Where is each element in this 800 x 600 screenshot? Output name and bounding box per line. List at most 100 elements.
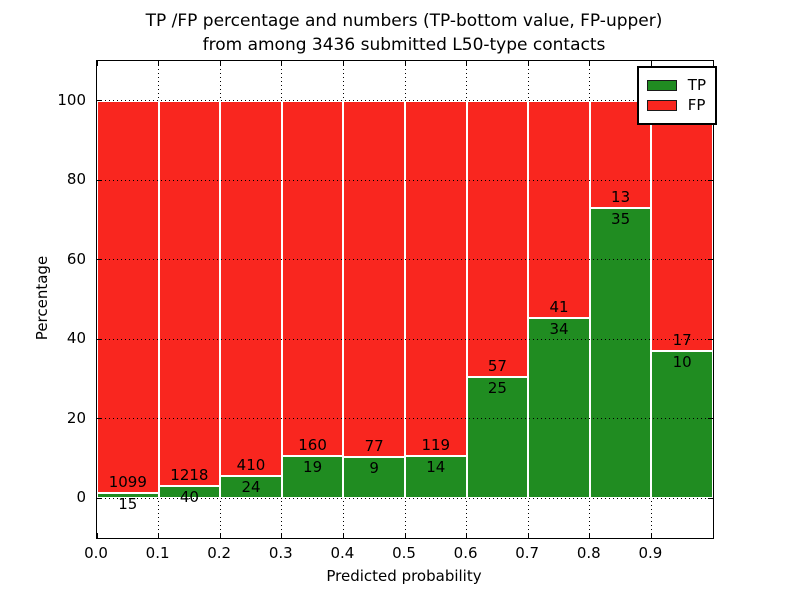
legend-swatch-tp xyxy=(646,80,677,91)
y-tick-label: 60 xyxy=(66,249,86,268)
tick-mark xyxy=(219,533,221,538)
tick-mark xyxy=(404,533,406,538)
y-tick-label: 0 xyxy=(76,488,86,507)
fp-count-label: 77 xyxy=(364,436,384,455)
tick-mark xyxy=(96,61,98,66)
bar-segment-tp xyxy=(281,456,344,499)
legend-label: FP xyxy=(687,96,706,114)
bar-segment-fp xyxy=(528,100,590,319)
bar-value-labels: 1099 15 1218 40 410 24 160 19 77 9 119 14 57 25 41 34 13… xyxy=(97,61,713,538)
bar-segment-fp xyxy=(466,100,529,378)
fp-count-label: 41 xyxy=(549,298,569,317)
tick-mark xyxy=(281,533,283,538)
tick-mark xyxy=(589,533,591,538)
y-axis-label: Percentage xyxy=(33,255,51,341)
x-axis-label: Predicted probability xyxy=(326,567,482,585)
tick-mark xyxy=(97,338,102,340)
x-tick-label: 0.1 xyxy=(145,544,170,562)
tp-count-label: 34 xyxy=(549,320,569,339)
bar-segment-tp xyxy=(97,492,159,499)
tick-mark xyxy=(219,61,221,66)
gridline-horizontal xyxy=(97,418,713,420)
tp-count-label: 9 xyxy=(369,458,379,477)
tp-count-label: 10 xyxy=(672,353,692,372)
tp-count-label: 14 xyxy=(426,458,446,477)
tick-mark xyxy=(97,179,102,181)
tick-mark xyxy=(97,418,102,420)
x-tick-label: 0.8 xyxy=(576,544,601,562)
tick-mark xyxy=(97,259,102,261)
stacked-bars xyxy=(97,61,713,538)
tick-mark xyxy=(650,533,652,538)
bar-segment-fp xyxy=(281,100,344,457)
x-tick-label: 0.7 xyxy=(515,544,540,562)
x-tick-label: 0.5 xyxy=(392,544,416,562)
bar-segment-tp xyxy=(220,476,282,499)
bar-segment-fp xyxy=(158,100,221,486)
fp-count-label: 1218 xyxy=(170,465,209,484)
tick-mark xyxy=(708,179,713,181)
tick-mark xyxy=(466,61,468,66)
gridline-horizontal xyxy=(97,338,713,340)
bar-segment-tp xyxy=(651,351,713,499)
tp-count-label: 19 xyxy=(303,458,323,477)
tick-mark xyxy=(342,533,344,538)
fp-count-label: 57 xyxy=(487,357,507,376)
y-tick-label: 20 xyxy=(66,408,86,427)
legend-entry-fp: FP xyxy=(646,96,706,114)
legend-entry-tp: TP xyxy=(646,76,706,94)
x-tick-label: 0.4 xyxy=(330,544,355,562)
tick-mark xyxy=(97,100,102,102)
bar-segment-fp xyxy=(220,100,282,477)
chart-title-line2: from among 3436 submitted L50-type conta… xyxy=(202,35,606,55)
tick-mark xyxy=(158,533,160,538)
bar-segment-fp xyxy=(405,100,467,457)
legend: TP FP xyxy=(636,66,717,125)
horizontal-gridlines xyxy=(97,61,713,538)
fp-count-label: 17 xyxy=(672,331,692,350)
tick-mark xyxy=(527,61,529,66)
y-tick-label: 40 xyxy=(66,329,86,348)
tick-mark xyxy=(708,338,713,340)
tick-mark xyxy=(466,533,468,538)
fp-count-label: 410 xyxy=(236,456,266,475)
x-tick-label: 0.6 xyxy=(453,544,478,562)
fp-count-label: 1099 xyxy=(108,472,147,491)
tp-count-label: 35 xyxy=(611,210,631,229)
y-tick-label: 80 xyxy=(66,170,86,189)
tick-mark xyxy=(708,497,713,499)
tp-count-label: 15 xyxy=(118,494,138,513)
gridline-horizontal xyxy=(97,259,713,261)
bar-segment-tp xyxy=(589,208,652,499)
x-tick-label: 0.3 xyxy=(268,544,293,562)
fp-count-label: 160 xyxy=(298,436,327,455)
x-tick-label: 0.2 xyxy=(207,544,232,562)
tick-mark xyxy=(650,61,652,66)
tick-mark xyxy=(342,61,344,66)
x-tick-label: 0.0 xyxy=(84,544,108,562)
chart-title-line1: TP /FP percentage and numbers (TP-bottom… xyxy=(145,11,663,31)
x-tick-label: 0.9 xyxy=(638,544,663,562)
bar-segment-tp xyxy=(343,456,405,499)
tp-count-label: 25 xyxy=(487,379,507,398)
gridline-horizontal xyxy=(97,179,713,181)
bar-segment-fp xyxy=(343,100,405,457)
legend-swatch-fp xyxy=(646,100,677,111)
plot-area: 1099 15 1218 40 410 24 160 19 77 9 119 14 57 25 41 34 13… xyxy=(96,60,717,539)
chart-title: TP /FP percentage and numbers (TP-bottom… xyxy=(96,9,712,57)
y-tick-label: 100 xyxy=(57,90,86,109)
bar-segment-tp xyxy=(528,318,590,499)
tick-mark xyxy=(708,418,713,420)
legend-label: TP xyxy=(687,76,706,94)
bar-segment-tp xyxy=(466,377,529,499)
tick-mark xyxy=(281,61,283,66)
tick-mark xyxy=(589,61,591,66)
axis-tick-marks xyxy=(96,61,713,538)
bar-segment-fp xyxy=(97,100,159,493)
tick-mark xyxy=(96,533,98,538)
bar-segment-tp xyxy=(158,485,221,499)
bar-segment-fp xyxy=(651,100,713,352)
tp-count-label: 24 xyxy=(241,478,261,497)
tick-mark xyxy=(158,61,160,66)
